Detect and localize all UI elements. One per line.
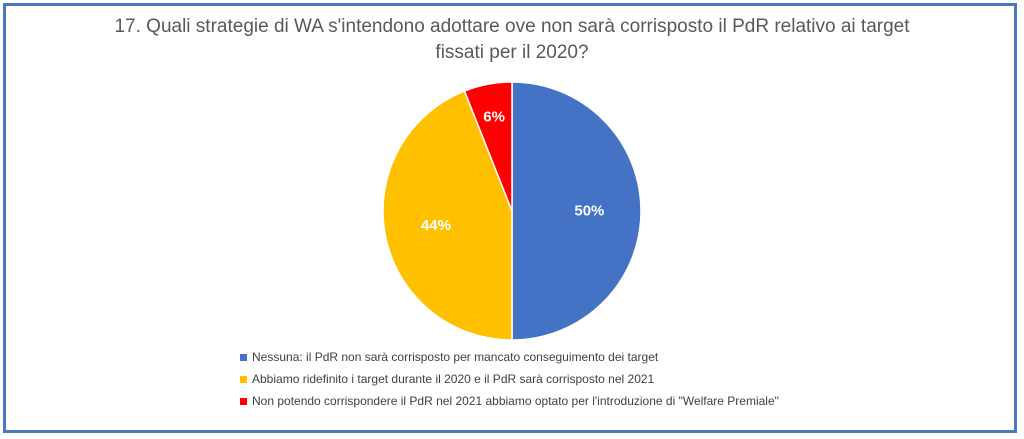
pie-label-nessuna: 50% [574,203,604,220]
pie-slice-ridefinito [382,90,513,341]
legend-swatch-blue [240,353,247,361]
legend-item-ridefinito: Abbiamo ridefinito i target durante il 2… [240,368,779,390]
chart-title-line-1: 17. Quali strategie di WA s'intendono ad… [114,16,910,37]
legend-swatch-yellow [240,375,247,383]
legend-item-nessuna: Nessuna: il PdR non sarà corrisposto per… [240,346,779,368]
chart-title-line-2: fissati per il 2020? [435,42,589,63]
legend-label: Non potendo corrispondere il PdR nel 202… [252,394,779,408]
pie-slice-welfare [463,81,513,212]
legend-label: Abbiamo ridefinito i target durante il 2… [252,372,655,386]
chart-legend: Nessuna: il PdR non sarà corrisposto per… [240,346,779,412]
chart-title: 17. Quali strategie di WA s'intendono ad… [60,14,964,66]
pie-label-welfare: 6% [483,109,505,126]
legend-item-welfare: Non potendo corrispondere il PdR nel 202… [240,390,779,412]
legend-swatch-red [240,397,247,405]
pie-label-ridefinito: 44% [421,217,451,234]
legend-label: Nessuna: il PdR non sarà corrisposto per… [252,350,659,364]
pie-slice-nessuna [511,81,642,341]
